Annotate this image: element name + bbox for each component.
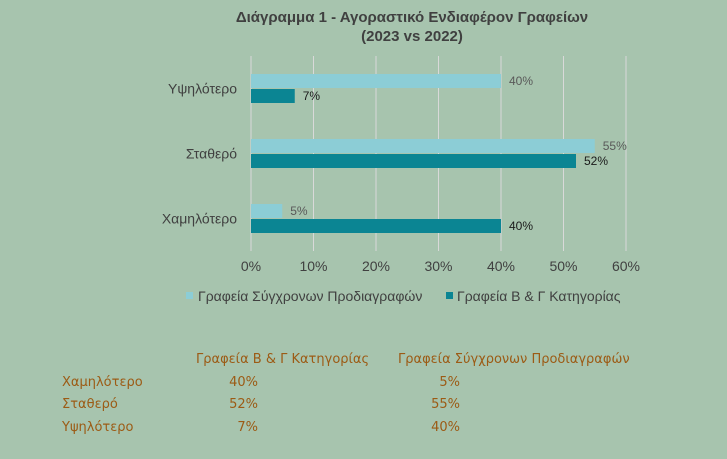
legend-label: Γραφεία Β & Γ Κατηγορίας: [457, 288, 621, 304]
table-header-modern-offices: Γραφεία Σύγχρονων Προδιαγραφών: [398, 352, 630, 367]
table-row: Χαμηλότερο 40% 5%: [0, 375, 727, 398]
data-table: Γραφεία Β & Γ Κατηγορίας Γραφεία Σύγχρον…: [0, 352, 727, 442]
data-label: 5%: [290, 204, 308, 218]
bar-modern-offices: [251, 204, 283, 218]
category-label: Υψηλότερο: [168, 81, 237, 97]
category-label: Σταθερό: [186, 146, 237, 162]
table-header-bg-offices: Γραφεία Β & Γ Κατηγορίας: [196, 352, 370, 367]
legend-swatch: [446, 292, 453, 299]
table-cell-category: Χαμηλότερο: [62, 374, 143, 390]
data-label: 7%: [303, 89, 321, 103]
x-tick-label: 10%: [299, 258, 327, 274]
table-cell-modern-value: 5%: [439, 374, 460, 390]
table-cell-modern-value: 40%: [431, 419, 460, 435]
table-cell-category: Υψηλότερο: [62, 419, 134, 435]
x-tick-label: 0%: [241, 258, 261, 274]
data-label: 40%: [509, 74, 533, 88]
bar-modern-offices: [251, 139, 595, 153]
table-row: Σταθερό 52% 55%: [0, 397, 727, 420]
x-tick-label: 30%: [424, 258, 452, 274]
x-tick-label: 50%: [549, 258, 577, 274]
bar-chart: Διάγραμμα 1 - Αγοραστικό Ενδιαφέρον Γραφ…: [162, 9, 640, 304]
table-row: Υψηλότερο 7% 40%: [0, 420, 727, 443]
table-cell-bg-value: 52%: [229, 397, 258, 412]
table-cell-modern-value: 55%: [431, 397, 460, 412]
chart-legend: Γραφεία Σύγχρονων Προδιαγραφών Γραφεία Β …: [186, 288, 621, 304]
chart-subtitle: (2023 vs 2022): [361, 28, 463, 45]
data-label: 52%: [584, 154, 608, 168]
data-label: 40%: [509, 219, 533, 233]
bar-bg-offices: [251, 219, 501, 233]
bar-modern-offices: [251, 74, 501, 88]
legend-label: Γραφεία Σύγχρονων Προδιαγραφών: [198, 288, 422, 304]
bar-bg-offices: [251, 154, 576, 168]
x-tick-label: 60%: [612, 258, 640, 274]
legend-swatch: [186, 292, 193, 299]
x-tick-label: 20%: [362, 258, 390, 274]
table-header-row: Γραφεία Β & Γ Κατηγορίας Γραφεία Σύγχρον…: [0, 352, 727, 375]
x-tick-label: 40%: [487, 258, 515, 274]
data-label: 55%: [603, 139, 627, 153]
table-cell-bg-value: 40%: [229, 374, 258, 390]
category-label: Χαμηλότερο: [162, 211, 237, 227]
chart-title: Διάγραμμα 1 - Αγοραστικό Ενδιαφέρον Γραφ…: [236, 9, 588, 26]
table-cell-bg-value: 7%: [237, 419, 258, 435]
bar-bg-offices: [251, 89, 295, 103]
table-cell-category: Σταθερό: [62, 397, 118, 412]
